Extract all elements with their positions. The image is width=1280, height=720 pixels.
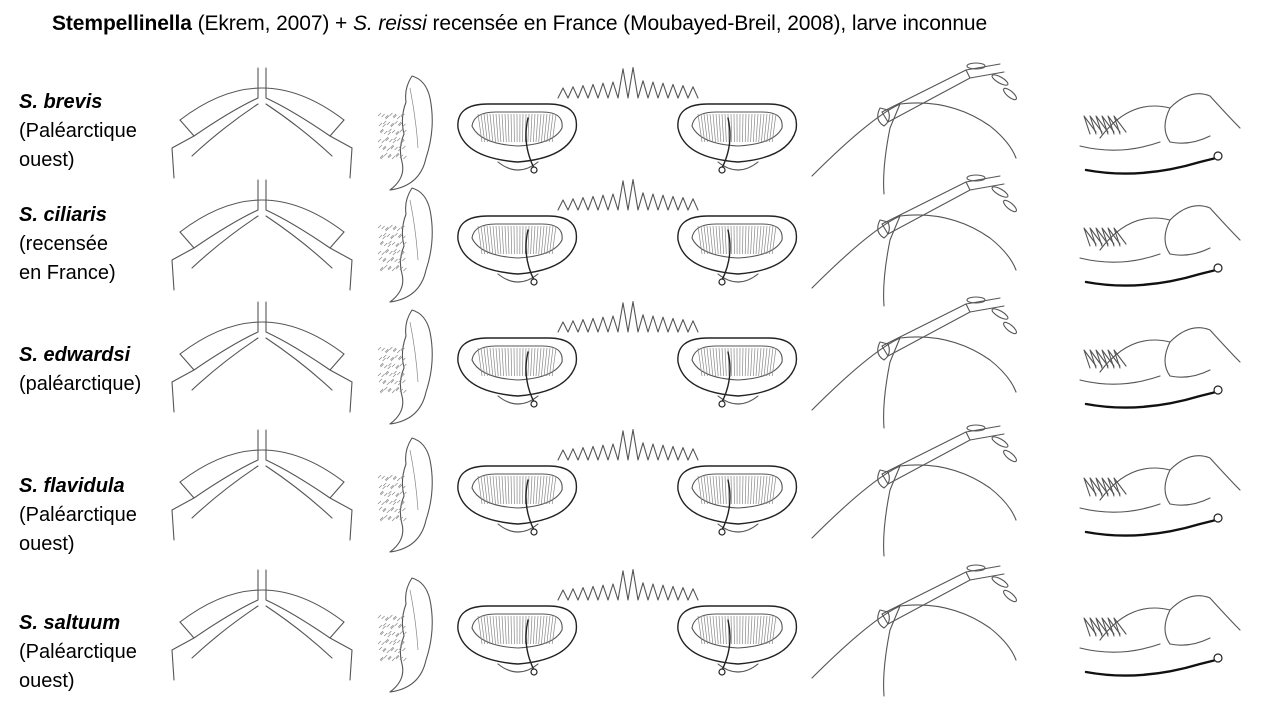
labral-sclerite-drawing bbox=[171, 67, 353, 179]
parapod-claws-drawing bbox=[1079, 205, 1241, 287]
labral-sclerite-drawing bbox=[171, 429, 353, 541]
species-row-edwardsi: S. edwardsi (paléarctique) bbox=[0, 341, 1280, 421]
species-range-line: ouest) bbox=[19, 149, 75, 171]
species-name: S. brevis bbox=[19, 91, 103, 113]
mandible-drawing bbox=[377, 437, 433, 553]
species-range-line: ouest) bbox=[19, 533, 75, 555]
title-genus: Stempellinella bbox=[52, 12, 192, 35]
parapod-claws-drawing bbox=[1079, 595, 1241, 677]
labral-sclerite-drawing bbox=[171, 179, 353, 291]
species-range-line: (recensée bbox=[19, 233, 108, 255]
species-row-ciliaris: S. ciliaris (recensée en France) bbox=[0, 201, 1280, 311]
species-row-brevis: S. brevis (Paléarctique ouest) bbox=[0, 88, 1280, 188]
labral-sclerite-drawing bbox=[171, 301, 353, 413]
antenna-drawing bbox=[811, 564, 1017, 697]
mentum-drawing bbox=[457, 67, 798, 174]
species-label: S. saltuum (Paléarctique ouest) bbox=[19, 609, 137, 696]
species-label: S. ciliaris (recensée en France) bbox=[19, 201, 116, 288]
species-label: S. edwardsi (paléarctique) bbox=[19, 341, 141, 399]
antenna-drawing bbox=[811, 296, 1017, 429]
species-name: S. flavidula bbox=[19, 475, 125, 497]
mandible-drawing bbox=[377, 309, 433, 425]
species-range-line: en France) bbox=[19, 262, 116, 284]
labral-sclerite-drawing bbox=[171, 569, 353, 681]
parapod-claws-drawing bbox=[1079, 93, 1241, 175]
title-part1: (Ekrem, 2007) + bbox=[191, 12, 353, 35]
species-name: S. saltuum bbox=[19, 612, 121, 634]
species-row-saltuum: S. saltuum (Paléarctique ouest) bbox=[0, 609, 1280, 709]
mentum-drawing bbox=[457, 429, 798, 536]
species-name: S. edwardsi bbox=[19, 344, 131, 366]
mentum-drawing bbox=[457, 569, 798, 676]
mentum-drawing bbox=[457, 301, 798, 408]
species-name: S. ciliaris bbox=[19, 204, 107, 226]
species-range-line: ouest) bbox=[19, 670, 75, 692]
page-title: Stempellinella (Ekrem, 2007) + S. reissi… bbox=[52, 12, 987, 36]
parapod-claws-drawing bbox=[1079, 455, 1241, 537]
mentum-drawing bbox=[457, 179, 798, 286]
antenna-drawing bbox=[811, 62, 1017, 195]
species-row-flavidula: S. flavidula (Paléarctique ouest) bbox=[0, 472, 1280, 572]
species-label: S. flavidula (Paléarctique ouest) bbox=[19, 472, 137, 559]
antenna-drawing bbox=[811, 424, 1017, 557]
title-species: S. reissi bbox=[352, 12, 427, 35]
mandible-drawing bbox=[377, 187, 433, 303]
parapod-claws-drawing bbox=[1079, 327, 1241, 409]
title-part2: recensée en France (Moubayed-Breil, 2008… bbox=[426, 12, 988, 35]
species-range-line: (Paléarctique bbox=[19, 120, 137, 142]
species-range-line: (Paléarctique bbox=[19, 641, 137, 663]
species-range-line: (Paléarctique bbox=[19, 504, 137, 526]
mandible-drawing bbox=[377, 75, 433, 191]
antenna-drawing bbox=[811, 174, 1017, 307]
species-range-line: (paléarctique) bbox=[19, 373, 142, 395]
mandible-drawing bbox=[377, 577, 433, 693]
species-label: S. brevis (Paléarctique ouest) bbox=[19, 88, 137, 175]
